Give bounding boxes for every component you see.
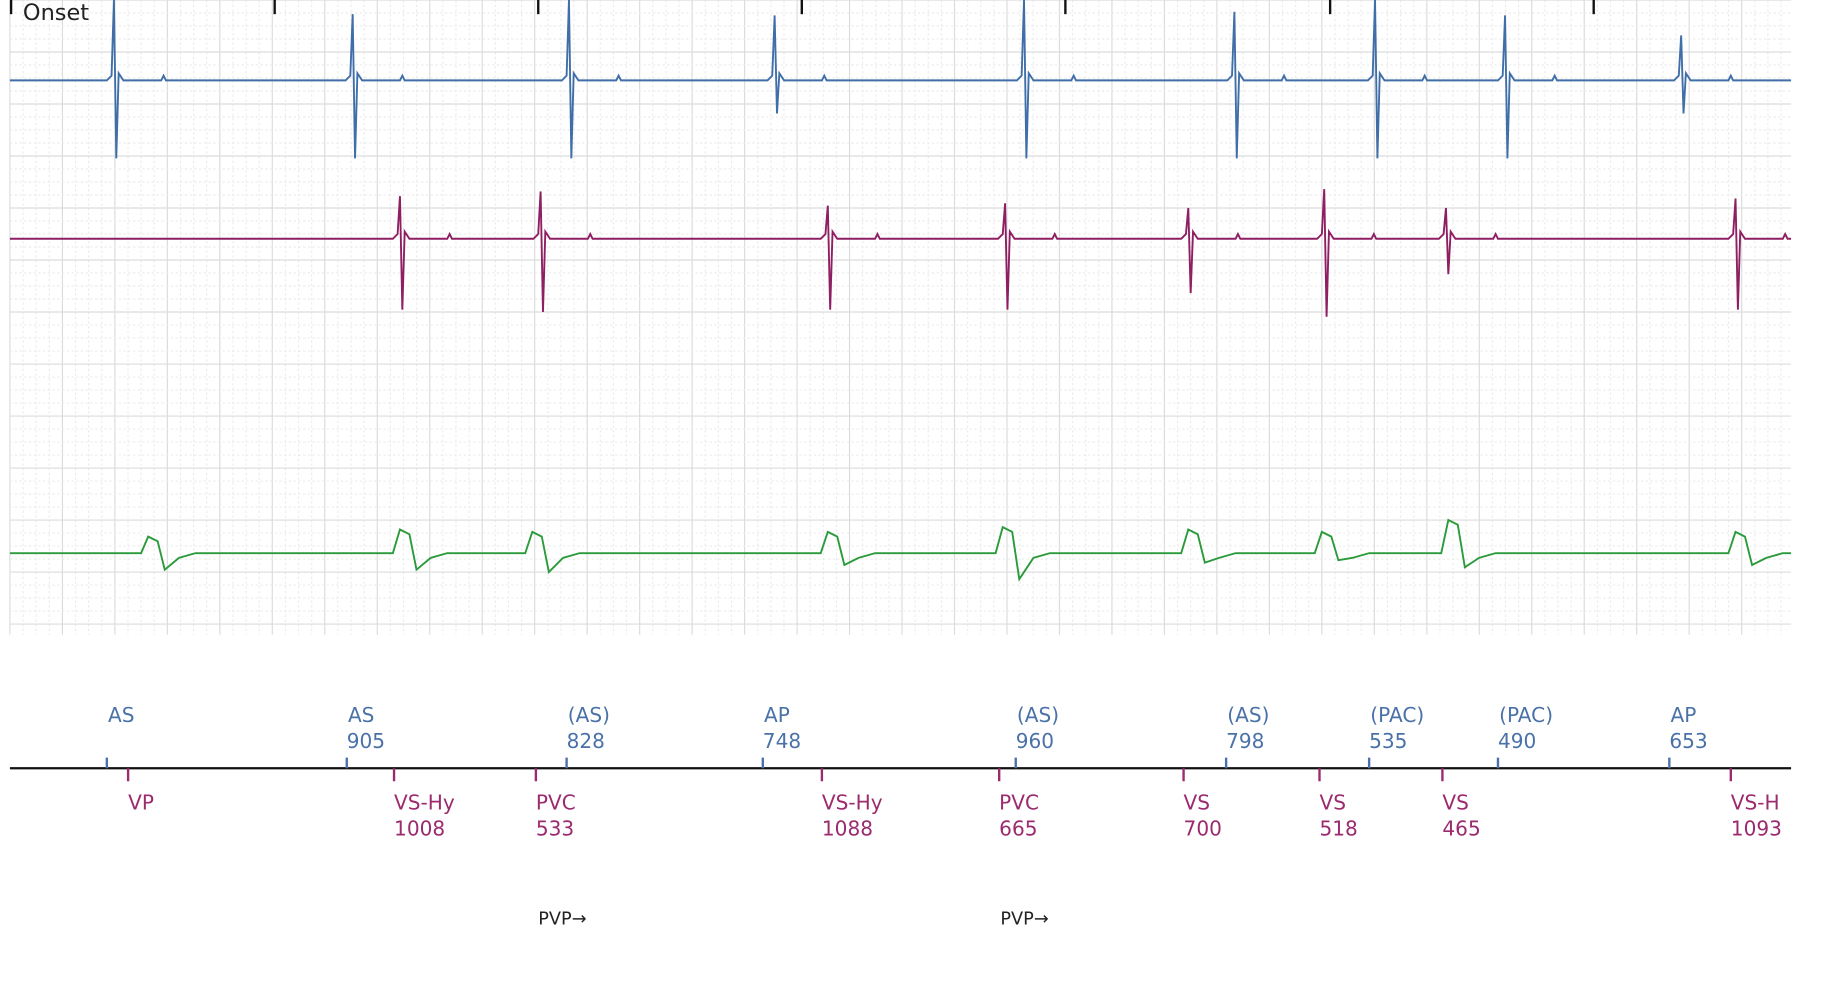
waveform	[9, 518, 1792, 582]
atrial-interval: 798	[1226, 729, 1264, 753]
ventricular-label: VS-Hy	[394, 791, 455, 815]
atrial-label: AP	[1671, 703, 1697, 727]
markers: AS AS905(AS)828AP748(AS)960(AS)798(PAC)53…	[105, 703, 1782, 929]
waveform	[9, 189, 1792, 317]
ventricular-interval: 1008	[394, 817, 445, 841]
atrial-interval: 905	[347, 729, 385, 753]
ventricular-interval: 1093	[1731, 817, 1782, 841]
waveforms	[9, 0, 1792, 582]
grid	[9, 0, 1792, 635]
grid-area	[9, 0, 1792, 635]
atrial-interval: 653	[1669, 729, 1707, 753]
ventricular-interval: 465	[1442, 817, 1480, 841]
atrial-label: (AS)	[568, 703, 610, 727]
atrial-label: (PAC)	[1370, 703, 1424, 727]
onset-label: Onset	[23, 0, 89, 26]
atrial-label: AS	[348, 703, 374, 727]
atrial-label: (AS)	[1017, 703, 1059, 727]
atrial-interval: 535	[1369, 729, 1407, 753]
atrial-interval: 828	[567, 729, 605, 753]
atrial-interval: 748	[763, 729, 801, 753]
atrial-label: AP	[764, 703, 790, 727]
ventricular-label: PVC	[536, 791, 576, 815]
ventricular-interval: 700	[1184, 817, 1222, 841]
ventricular-label: VS-H	[1731, 791, 1780, 815]
ventricular-label: VS	[1319, 791, 1345, 815]
atrial-label: (AS)	[1227, 703, 1269, 727]
atrial-label: AS	[108, 703, 134, 727]
ventricular-label: PVC	[999, 791, 1039, 815]
ventricular-interval: 533	[536, 817, 574, 841]
pvp-note: PVP→	[1000, 909, 1048, 929]
ventricular-interval: 518	[1319, 817, 1357, 841]
atrial-label: (PAC)	[1499, 703, 1553, 727]
atrial-interval: 960	[1016, 729, 1054, 753]
atrial-interval: 490	[1498, 729, 1536, 753]
ventricular-label: VS-Hy	[822, 791, 883, 815]
pvp-note: PVP→	[538, 909, 586, 929]
ventricular-label: VS	[1184, 791, 1210, 815]
ventricular-interval: 1088	[822, 817, 873, 841]
ventricular-label: VS	[1442, 791, 1468, 815]
ventricular-label: VP	[128, 791, 154, 815]
waveform	[9, 0, 1792, 159]
ventricular-interval: 665	[999, 817, 1037, 841]
